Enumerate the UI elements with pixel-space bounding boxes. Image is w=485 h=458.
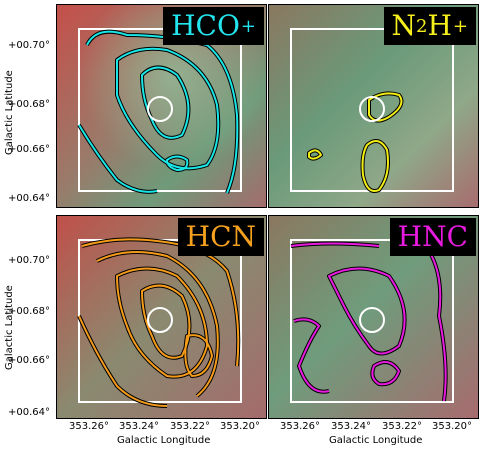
x-tick-label: 353.22° [170, 421, 210, 432]
x-tick-label: 353.20° [220, 421, 260, 432]
hnc-label: HNC [389, 218, 476, 256]
source-marker [359, 307, 385, 333]
region-box [78, 28, 242, 192]
x-tick-label: 353.24° [119, 421, 159, 432]
panel-hcn: HCN [56, 215, 267, 419]
panel-hnc: HNC [268, 215, 479, 419]
hco-contours [78, 30, 239, 194]
y-tick-label: +00.64° [8, 193, 51, 204]
y-tick-label: +00.68° [8, 99, 51, 110]
y-tick-label: +00.70° [8, 255, 51, 266]
hco-label-text: HCO [171, 9, 240, 42]
hcn-label-text: HCN [185, 220, 256, 253]
hco-label: HCO + [163, 7, 264, 45]
hco-label-sup: + [240, 15, 256, 37]
n2h-label: N 2 H + [383, 7, 476, 45]
x-tick-label: 353.24° [331, 421, 371, 432]
x-tick-label: 353.20° [432, 421, 472, 432]
source-marker [147, 307, 173, 333]
source-marker [147, 96, 173, 122]
region-box [290, 239, 454, 403]
y-axis-title: Galactic Latitude [4, 70, 15, 155]
x-tick-label: 353.22° [382, 421, 422, 432]
n2h-label-sub: 2 [416, 15, 428, 37]
n2h-label-tail: H [427, 9, 452, 42]
y-tick-label: +00.66° [8, 355, 51, 366]
y-axis-title: Galactic Latitude [4, 285, 15, 370]
x-tick-label: 353.26° [69, 421, 109, 432]
y-tick-label: +00.68° [8, 306, 51, 317]
source-marker [359, 96, 385, 122]
x-axis-title: Galactic Longitude [117, 435, 211, 446]
hnc-contours [290, 242, 447, 402]
y-tick-label: +00.64° [8, 407, 51, 418]
panel-n2h: N 2 H + [268, 4, 479, 208]
hnc-label-text: HNC [397, 220, 468, 253]
n2h-label-sup: + [452, 15, 468, 37]
x-axis-title: Galactic Longitude [329, 435, 423, 446]
y-tick-label: +00.66° [8, 144, 51, 155]
y-tick-label: +00.70° [8, 40, 51, 51]
hcn-label: HCN [177, 218, 264, 256]
x-tick-label: 353.26° [280, 421, 320, 432]
n2h-label-text: N [391, 9, 417, 42]
panel-hco: HCO + [56, 4, 267, 208]
